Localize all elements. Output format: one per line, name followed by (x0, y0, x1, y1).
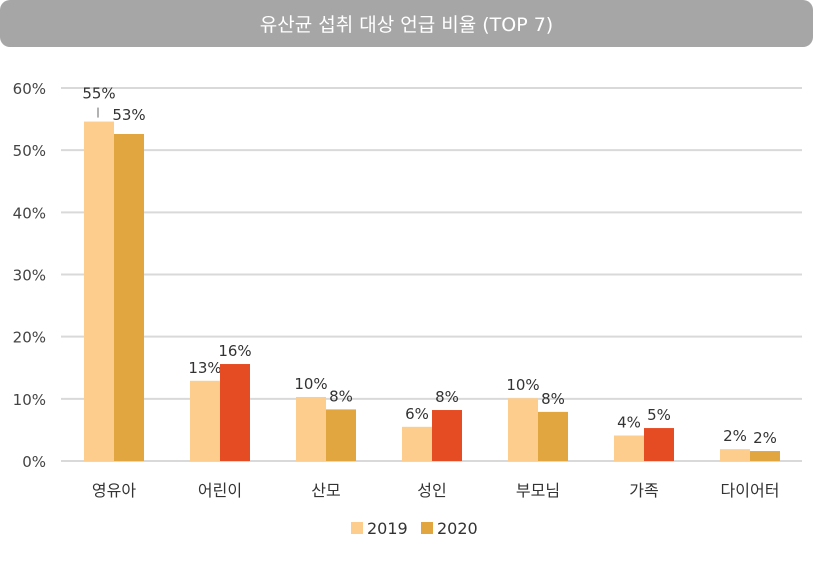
y-tick-label: 10% (13, 391, 46, 409)
data-label: 8% (435, 388, 459, 406)
bar-2020 (326, 409, 356, 461)
legend-swatch-2019 (351, 522, 363, 534)
data-label: 2% (723, 427, 747, 445)
y-tick-label: 20% (13, 329, 46, 347)
bar-2019 (190, 380, 220, 461)
x-tick-label: 영유아 (92, 481, 136, 500)
data-label: 2% (753, 429, 777, 447)
x-tick-label: 가족 (629, 481, 658, 500)
bar-2020 (644, 428, 674, 461)
bar-2019 (84, 121, 114, 461)
chart-title: 유산균 섭취 대상 언급 비율 (TOP 7) (0, 0, 813, 47)
data-label: 10% (506, 376, 539, 394)
y-tick-label: 0% (22, 453, 46, 471)
x-tick-label: 다이어터 (721, 481, 780, 500)
x-tick-label: 성인 (417, 481, 446, 500)
bar-2019 (720, 449, 750, 461)
legend-label: 2020 (437, 519, 478, 538)
x-tick-label: 산모 (311, 481, 340, 500)
bar-2020 (432, 410, 462, 461)
y-tick-label: 40% (13, 204, 46, 222)
x-tick-label: 어린이 (198, 481, 242, 500)
legend-swatch-2020 (421, 522, 433, 534)
data-label: 5% (647, 406, 671, 424)
data-label: 10% (294, 375, 327, 393)
bar-2019 (402, 426, 432, 461)
bar-2019 (508, 398, 538, 461)
bar-2019 (296, 396, 326, 461)
data-label: 8% (329, 387, 353, 405)
y-tick-label: 50% (13, 142, 46, 160)
data-label: 53% (112, 106, 145, 124)
y-tick-label: 30% (13, 267, 46, 285)
data-label: 6% (405, 405, 429, 423)
bar-2020 (220, 364, 250, 461)
y-tick-label: 60% (13, 80, 46, 98)
x-tick-label: 부모님 (516, 481, 560, 500)
bar-2020 (538, 411, 568, 461)
data-label: 55% (82, 85, 115, 103)
bar-2020 (750, 451, 780, 461)
data-label: 4% (617, 414, 641, 432)
bar-2019 (614, 435, 644, 461)
bar-2020 (114, 134, 144, 461)
data-label: 16% (218, 342, 251, 360)
data-label: 8% (541, 390, 565, 408)
legend-label: 2019 (367, 519, 408, 538)
data-label: 13% (188, 359, 221, 377)
